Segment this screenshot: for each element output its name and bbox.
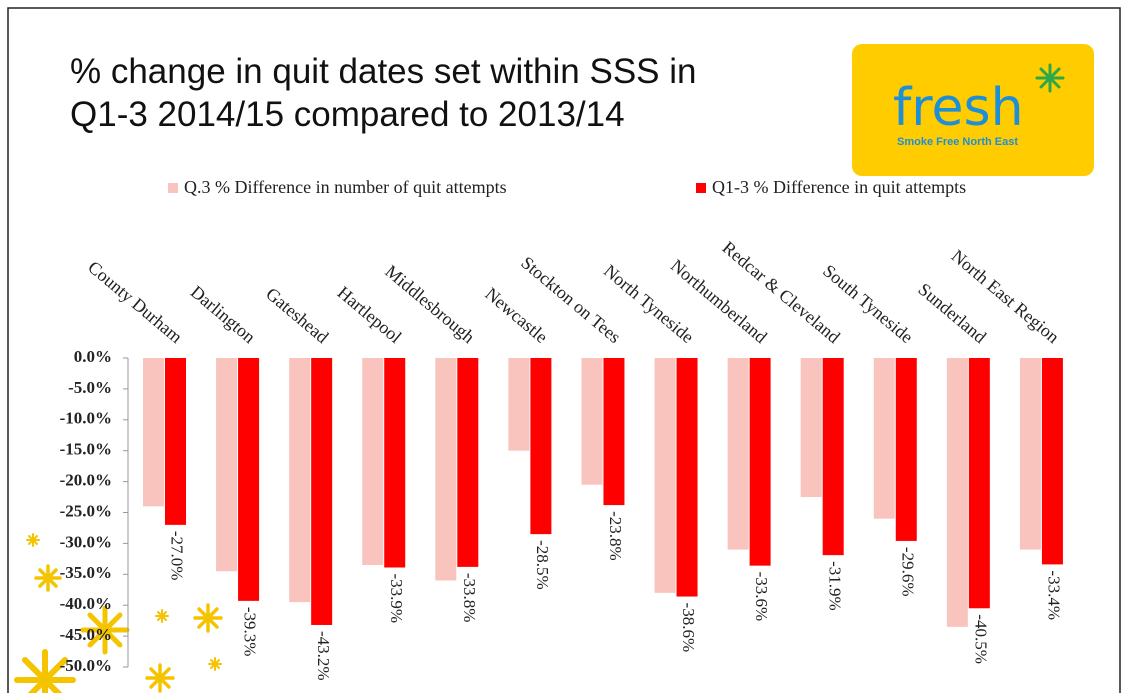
bar [1019,358,1041,550]
bar [457,358,479,567]
x-tick-label: Gateshead [262,284,332,348]
bar [946,358,968,627]
bar [873,358,895,519]
bar [654,358,676,593]
data-label: -27.0% [168,531,187,581]
bar [311,358,333,625]
data-label: -31.9% [825,561,844,611]
data-label: -28.5% [533,540,552,590]
x-tick-label: County Durham [84,257,186,347]
logo-tagline: Smoke Free North East [897,136,1018,148]
bar [143,358,164,507]
y-tick-label: -15.0% [60,440,112,459]
bar [676,358,698,597]
decor-asterisks [14,533,223,693]
data-label: -43.2% [314,631,333,681]
bar [581,358,603,485]
logo: fresh Smoke Free North East [852,44,1094,176]
data-label: -23.8% [606,511,625,561]
y-tick-label: -35.0% [60,563,112,582]
x-tick-label: Redcar & Cleveland [719,237,844,347]
bar [238,358,260,601]
x-tick-label: Newcastle [481,284,551,348]
data-label: -33.6% [752,572,771,622]
bar [362,358,384,566]
legend-swatch [168,183,178,193]
data-label: -39.3% [241,607,260,657]
bar [289,358,311,603]
bar [530,358,552,535]
x-tick-label: Darlington [187,282,260,347]
bar [1041,358,1063,565]
data-label: -33.9% [387,574,406,624]
y-tick-label: -10.0% [60,409,112,428]
data-label: -29.6% [898,547,917,597]
y-tick-label: -20.0% [60,471,112,490]
y-tick-label: -50.0% [60,656,112,675]
data-label: -38.6% [679,603,698,653]
chart-title: Q1-3 2014/15 compared to 2013/14 [70,95,625,134]
chart-title: % change in quit dates set within SSS in [70,52,696,91]
frame [7,7,1121,693]
logo-asterisk [1035,63,1065,93]
logo-name: fresh [893,78,1024,138]
bar [603,358,625,506]
bar [165,358,186,525]
bar [508,358,530,451]
bar [968,358,990,609]
data-label: -40.5% [971,614,990,664]
y-tick-label: -25.0% [60,501,112,520]
legend-label: Q1-3 % Difference in quit attempts [712,177,966,197]
y-tick-label: -5.0% [68,378,112,397]
legend-swatch [696,183,706,193]
bar [895,358,917,541]
x-tick-label: Hartlepool [334,282,406,347]
bar [800,358,822,498]
bar [384,358,406,568]
logo-background [852,44,1094,176]
data-label: -33.8% [460,573,479,623]
bar [822,358,844,556]
bar [727,358,749,550]
y-tick-label: -45.0% [60,625,112,644]
bar [435,358,457,581]
legend-label: Q.3 % Difference in number of quit attem… [184,177,507,197]
y-tick-label: -40.0% [60,594,112,613]
y-tick-label: -30.0% [60,532,112,551]
y-tick-label: 0.0% [74,347,112,366]
x-tick-label: Sunderland [914,279,990,347]
data-label: -33.4% [1045,570,1064,620]
bar [216,358,238,572]
bar [749,358,771,566]
